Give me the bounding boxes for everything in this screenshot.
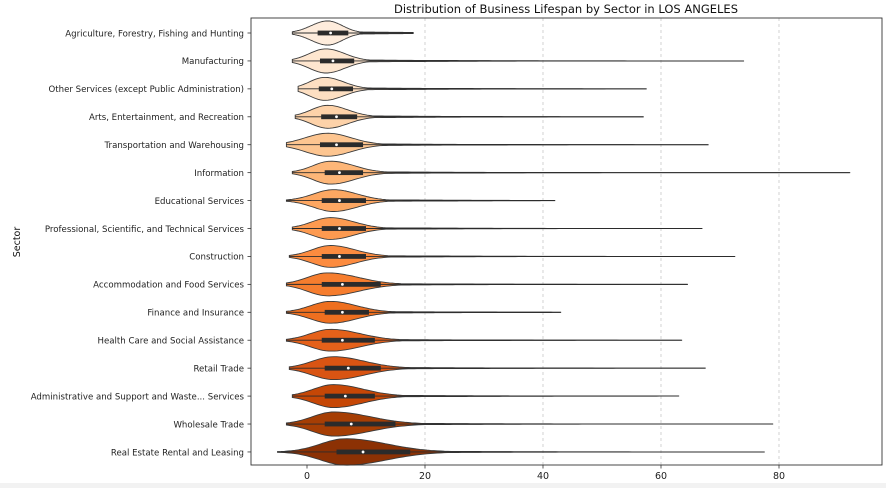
violin-median-5: [338, 171, 341, 175]
x-tick-label-4: 80: [773, 471, 785, 482]
x-tick-label-3: 60: [655, 471, 667, 482]
y-tick-label-13: Administrative and Support and Waste... …: [31, 392, 245, 402]
plot-frame: [250, 17, 883, 466]
x-tick-label-2: 40: [537, 471, 549, 482]
violin-iqr-box-7: [321, 226, 366, 231]
x-tick-label-0: 0: [304, 471, 310, 482]
violin-median-14: [349, 422, 353, 426]
y-tick-label-12: Retail Trade: [193, 364, 244, 374]
y-tick-label-5: Information: [194, 169, 244, 179]
violin-iqr-box-12: [324, 365, 381, 371]
x-tick-label-1: 20: [419, 471, 431, 482]
violin-median-13: [343, 394, 347, 398]
violin-iqr-box-0: [317, 30, 349, 36]
violin-median-8: [338, 255, 341, 258]
violin-median-6: [338, 199, 341, 202]
violin-iqr-box-11: [321, 337, 375, 343]
y-tick-label-3: Arts, Entertainment, and Recreation: [89, 113, 244, 123]
violin-median-11: [341, 338, 344, 342]
y-tick-label-7: Professional, Scientific, and Technical …: [45, 225, 245, 235]
grid-layer: [424, 18, 780, 465]
violin-iqr-box-13: [324, 393, 375, 399]
bottom-strip: [0, 483, 886, 488]
violin-median-15: [361, 450, 365, 454]
y-tick-label-4: Transportation and Warehousing: [104, 141, 244, 151]
y-axis-label: Sector: [12, 227, 23, 258]
violin-median-2: [330, 87, 334, 91]
violin-median-1: [331, 59, 335, 63]
violin-iqr-box-2: [318, 86, 354, 92]
y-tick-label-2: Other Services (except Public Administra…: [49, 85, 245, 95]
x-tick-layer: 0 20 40 60 80: [304, 465, 785, 482]
y-tick-label-6: Educational Services: [155, 197, 245, 207]
violin-iqr-box-15: [336, 449, 411, 455]
y-tick-label-8: Construction: [189, 253, 244, 263]
y-tick-label-15: Real Estate Rental and Leasing: [111, 448, 244, 458]
violin-iqr-box-9: [321, 281, 381, 287]
y-tick-label-14: Wholesale Trade: [173, 420, 244, 430]
y-tick-layer: Agriculture, Forestry, Fishing and Hunti…: [31, 29, 251, 458]
y-tick-label-0: Agriculture, Forestry, Fishing and Hunti…: [65, 29, 244, 39]
violin-iqr-box-8: [321, 254, 366, 259]
violin-iqr-box-3: [321, 114, 358, 120]
violin-iqr-box-5: [324, 170, 364, 176]
violin-iqr-box-6: [321, 198, 366, 203]
chart-title: Distribution of Business Lifespan by Sec…: [394, 2, 738, 16]
violin-median-0: [329, 31, 332, 35]
violin-iqr-box-1: [319, 58, 355, 64]
violin-median-3: [335, 115, 338, 119]
violin-iqr-box-14: [324, 421, 396, 427]
y-tick-label-9: Accommodation and Food Services: [93, 281, 244, 291]
violin-median-10: [341, 310, 344, 314]
violin-iqr-box-4: [319, 142, 364, 148]
violin-median-12: [346, 366, 350, 370]
violin-median-7: [338, 227, 341, 230]
y-tick-label-10: Finance and Insurance: [147, 309, 244, 319]
y-tick-label-1: Manufacturing: [182, 57, 244, 67]
violin-layer: [277, 20, 851, 466]
violin-iqr-box-10: [324, 309, 369, 315]
y-tick-label-11: Health Care and Social Assistance: [98, 337, 244, 347]
violin-median-4: [335, 143, 338, 147]
violin-median-9: [341, 282, 344, 286]
